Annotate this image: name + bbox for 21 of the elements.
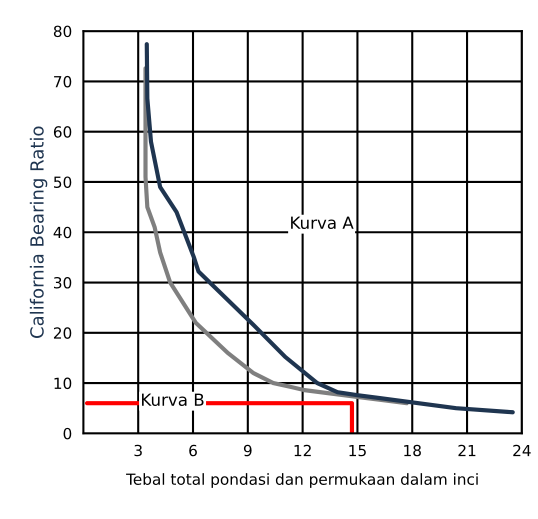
- x-tick-label: 6: [189, 444, 197, 456]
- y-tick-label: 50: [54, 176, 72, 188]
- x-tick-label: 9: [244, 444, 252, 456]
- y-tick-label: 0: [64, 428, 72, 440]
- y-tick-label: 20: [54, 327, 72, 339]
- x-tick-label: 18: [404, 444, 421, 456]
- x-tick-label: 3: [134, 444, 142, 456]
- y-tick-label: 60: [54, 126, 72, 138]
- x-tick-label: 21: [458, 444, 476, 456]
- y-tick-label: 80: [54, 26, 72, 38]
- x-tick-label: 15: [349, 444, 366, 456]
- x-tick-label: 12: [294, 444, 311, 456]
- y-axis-title: California Bearing Ratio: [30, 126, 48, 338]
- annotation: Kurva A: [291, 216, 354, 230]
- y-tick-label: 10: [54, 378, 72, 390]
- y-tick-label: 30: [54, 276, 72, 289]
- x-axis-title: Tebal total pondasi dan permukaan dalam inci: [126, 473, 478, 488]
- x-tick-label: 24: [513, 444, 531, 456]
- annotation: Kurva B: [142, 394, 204, 406]
- y-tick-label: 40: [54, 226, 72, 238]
- y-tick-label: 70: [54, 76, 72, 88]
